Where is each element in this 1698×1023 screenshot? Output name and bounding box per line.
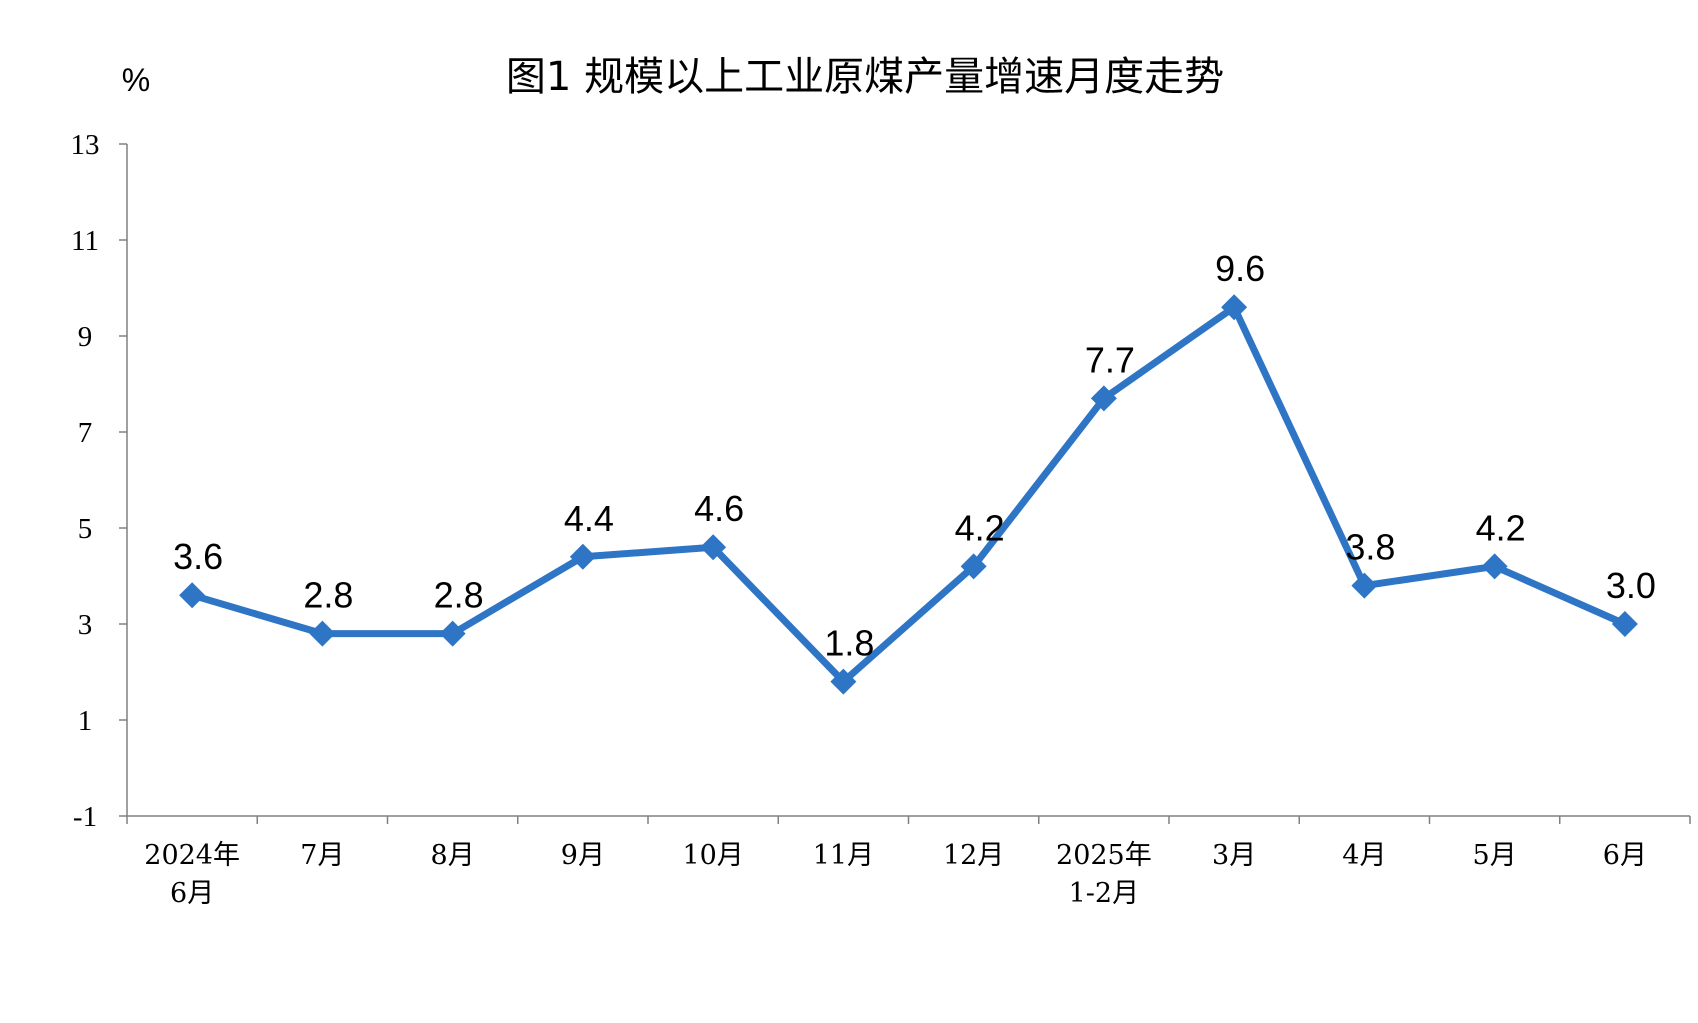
- x-tick-label-line: 11月: [813, 840, 874, 871]
- x-tick-label-line: 7月: [300, 840, 344, 871]
- x-tick-label-line: 10月: [682, 840, 743, 871]
- data-label: 9.6: [1215, 248, 1265, 289]
- data-label: 3.8: [1345, 527, 1395, 568]
- x-tick-label-line: 6月: [1603, 840, 1647, 871]
- x-tick-label: 10月: [682, 840, 743, 871]
- y-tick-label: -1: [73, 801, 97, 833]
- data-point-marker: [1481, 553, 1508, 580]
- y-tick-label: 7: [78, 417, 93, 449]
- data-label: 4.4: [564, 498, 614, 539]
- x-tick-label: 12月: [943, 840, 1004, 871]
- x-tick-label-line: 12月: [943, 840, 1004, 871]
- data-point-marker: [439, 620, 466, 647]
- x-tick-label: 2024年 6月: [144, 840, 240, 909]
- y-tick-label: 9: [78, 321, 93, 353]
- x-tick-label: 7月: [300, 840, 344, 871]
- x-tick-label-line: 2024年: [144, 840, 240, 871]
- data-point-marker: [1221, 294, 1248, 321]
- chart-title: 图1 规模以上工业原煤产量增速月度走势: [506, 54, 1224, 100]
- y-tick-label: 13: [71, 129, 100, 161]
- x-tick-label: 4月: [1342, 840, 1386, 871]
- x-tick-label: 9月: [561, 840, 605, 871]
- x-tick-label-line: 4月: [1342, 840, 1386, 871]
- x-tick-label-line: 3月: [1212, 840, 1256, 871]
- x-tick-label: 6月: [1603, 840, 1647, 871]
- data-point-marker: [700, 534, 727, 561]
- data-label: 2.8: [303, 575, 353, 616]
- data-point-marker: [830, 668, 857, 695]
- x-tick-label: 8月: [431, 840, 475, 871]
- x-tick-label: 2025年 1-2月: [1056, 840, 1152, 909]
- data-point-marker: [1090, 385, 1117, 412]
- data-point-marker: [960, 553, 987, 580]
- y-tick-label: 11: [71, 225, 99, 257]
- data-point-marker: [1611, 611, 1638, 637]
- data-point-marker: [569, 543, 596, 570]
- data-label: 4.2: [1476, 507, 1526, 548]
- x-tick-label: 3月: [1212, 840, 1256, 871]
- x-tick-label-line: 5月: [1473, 840, 1517, 871]
- data-label: 4.2: [955, 507, 1005, 548]
- data-label: 1.8: [824, 623, 874, 664]
- data-label: 4.6: [694, 488, 744, 529]
- x-tick-label-line: 1-2月: [1069, 878, 1139, 909]
- x-tick-label-line: 6月: [170, 878, 214, 909]
- data-label: 2.8: [434, 575, 484, 616]
- x-tick-label: 11月: [813, 840, 874, 871]
- x-tick-label-line: 9月: [561, 840, 605, 871]
- data-point-marker: [179, 582, 206, 609]
- x-tick-label-line: 8月: [431, 840, 475, 871]
- x-tick-label-line: 2025年: [1056, 840, 1152, 871]
- y-tick-label: 5: [78, 513, 93, 545]
- data-label: 3.6: [173, 536, 223, 577]
- data-label: 7.7: [1085, 339, 1135, 380]
- data-point-marker: [309, 620, 336, 647]
- series-line: [191, 303, 1627, 686]
- x-tick-label: 5月: [1473, 840, 1517, 871]
- y-tick-label: 1: [78, 705, 93, 737]
- y-axis-unit: %: [122, 62, 150, 98]
- y-tick-label: 3: [78, 609, 93, 641]
- data-label: 3.0: [1606, 565, 1656, 606]
- data-point-marker: [1351, 572, 1378, 599]
